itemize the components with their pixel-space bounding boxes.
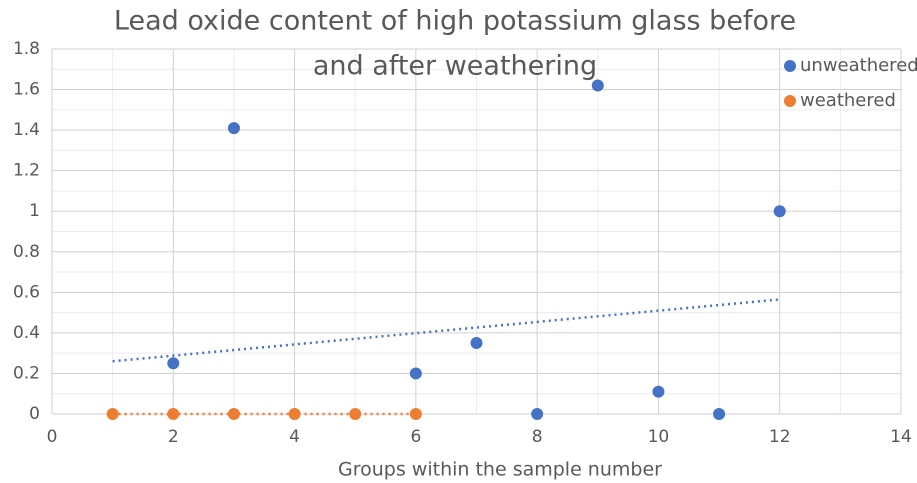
- chart-title: Lead oxide content of high potassium gla…: [114, 6, 796, 37]
- legend-marker: [784, 60, 796, 72]
- point: [227, 122, 240, 135]
- y-tick-label: 1.8: [13, 39, 40, 59]
- legend-marker: [784, 95, 796, 107]
- point: [773, 205, 786, 218]
- x-tick-label: 14: [890, 427, 912, 447]
- y-tick-label: 1: [29, 201, 40, 221]
- y-tick-label: 1.6: [13, 80, 40, 100]
- point: [106, 408, 119, 420]
- point: [409, 408, 422, 420]
- y-tick-label: 1.4: [13, 120, 40, 140]
- chart-title: and after weathering: [313, 51, 597, 82]
- point: [470, 337, 483, 350]
- point: [531, 408, 544, 420]
- point: [652, 385, 665, 398]
- x-tick-label: 6: [410, 427, 421, 447]
- x-tick-label: 12: [769, 427, 791, 447]
- y-tick-label: 0.2: [13, 363, 40, 383]
- point: [167, 357, 180, 370]
- y-tick-label: 0.6: [13, 282, 40, 302]
- point: [409, 367, 422, 380]
- y-tick-label: 0.8: [13, 242, 40, 262]
- legend-label: unweathered: [800, 55, 917, 76]
- x-tick-label: 4: [289, 427, 300, 447]
- point: [591, 79, 604, 92]
- point: [227, 408, 240, 420]
- x-tick-label: 8: [532, 427, 543, 447]
- point: [288, 408, 301, 420]
- y-tick-label: 0.4: [13, 323, 40, 343]
- x-tick-label: 2: [168, 427, 179, 447]
- trendline: [112, 298, 780, 363]
- x-tick-label: 0: [47, 427, 58, 447]
- legend-label: weathered: [800, 90, 896, 111]
- point: [167, 408, 180, 420]
- x-tick-label: 10: [648, 427, 670, 447]
- x-axis-label: Groups within the sample number: [338, 459, 662, 481]
- point: [349, 408, 362, 420]
- point: [713, 408, 726, 420]
- y-tick-label: 1.2: [13, 161, 40, 181]
- plot: [51, 48, 902, 415]
- y-tick-label: 0: [29, 404, 40, 424]
